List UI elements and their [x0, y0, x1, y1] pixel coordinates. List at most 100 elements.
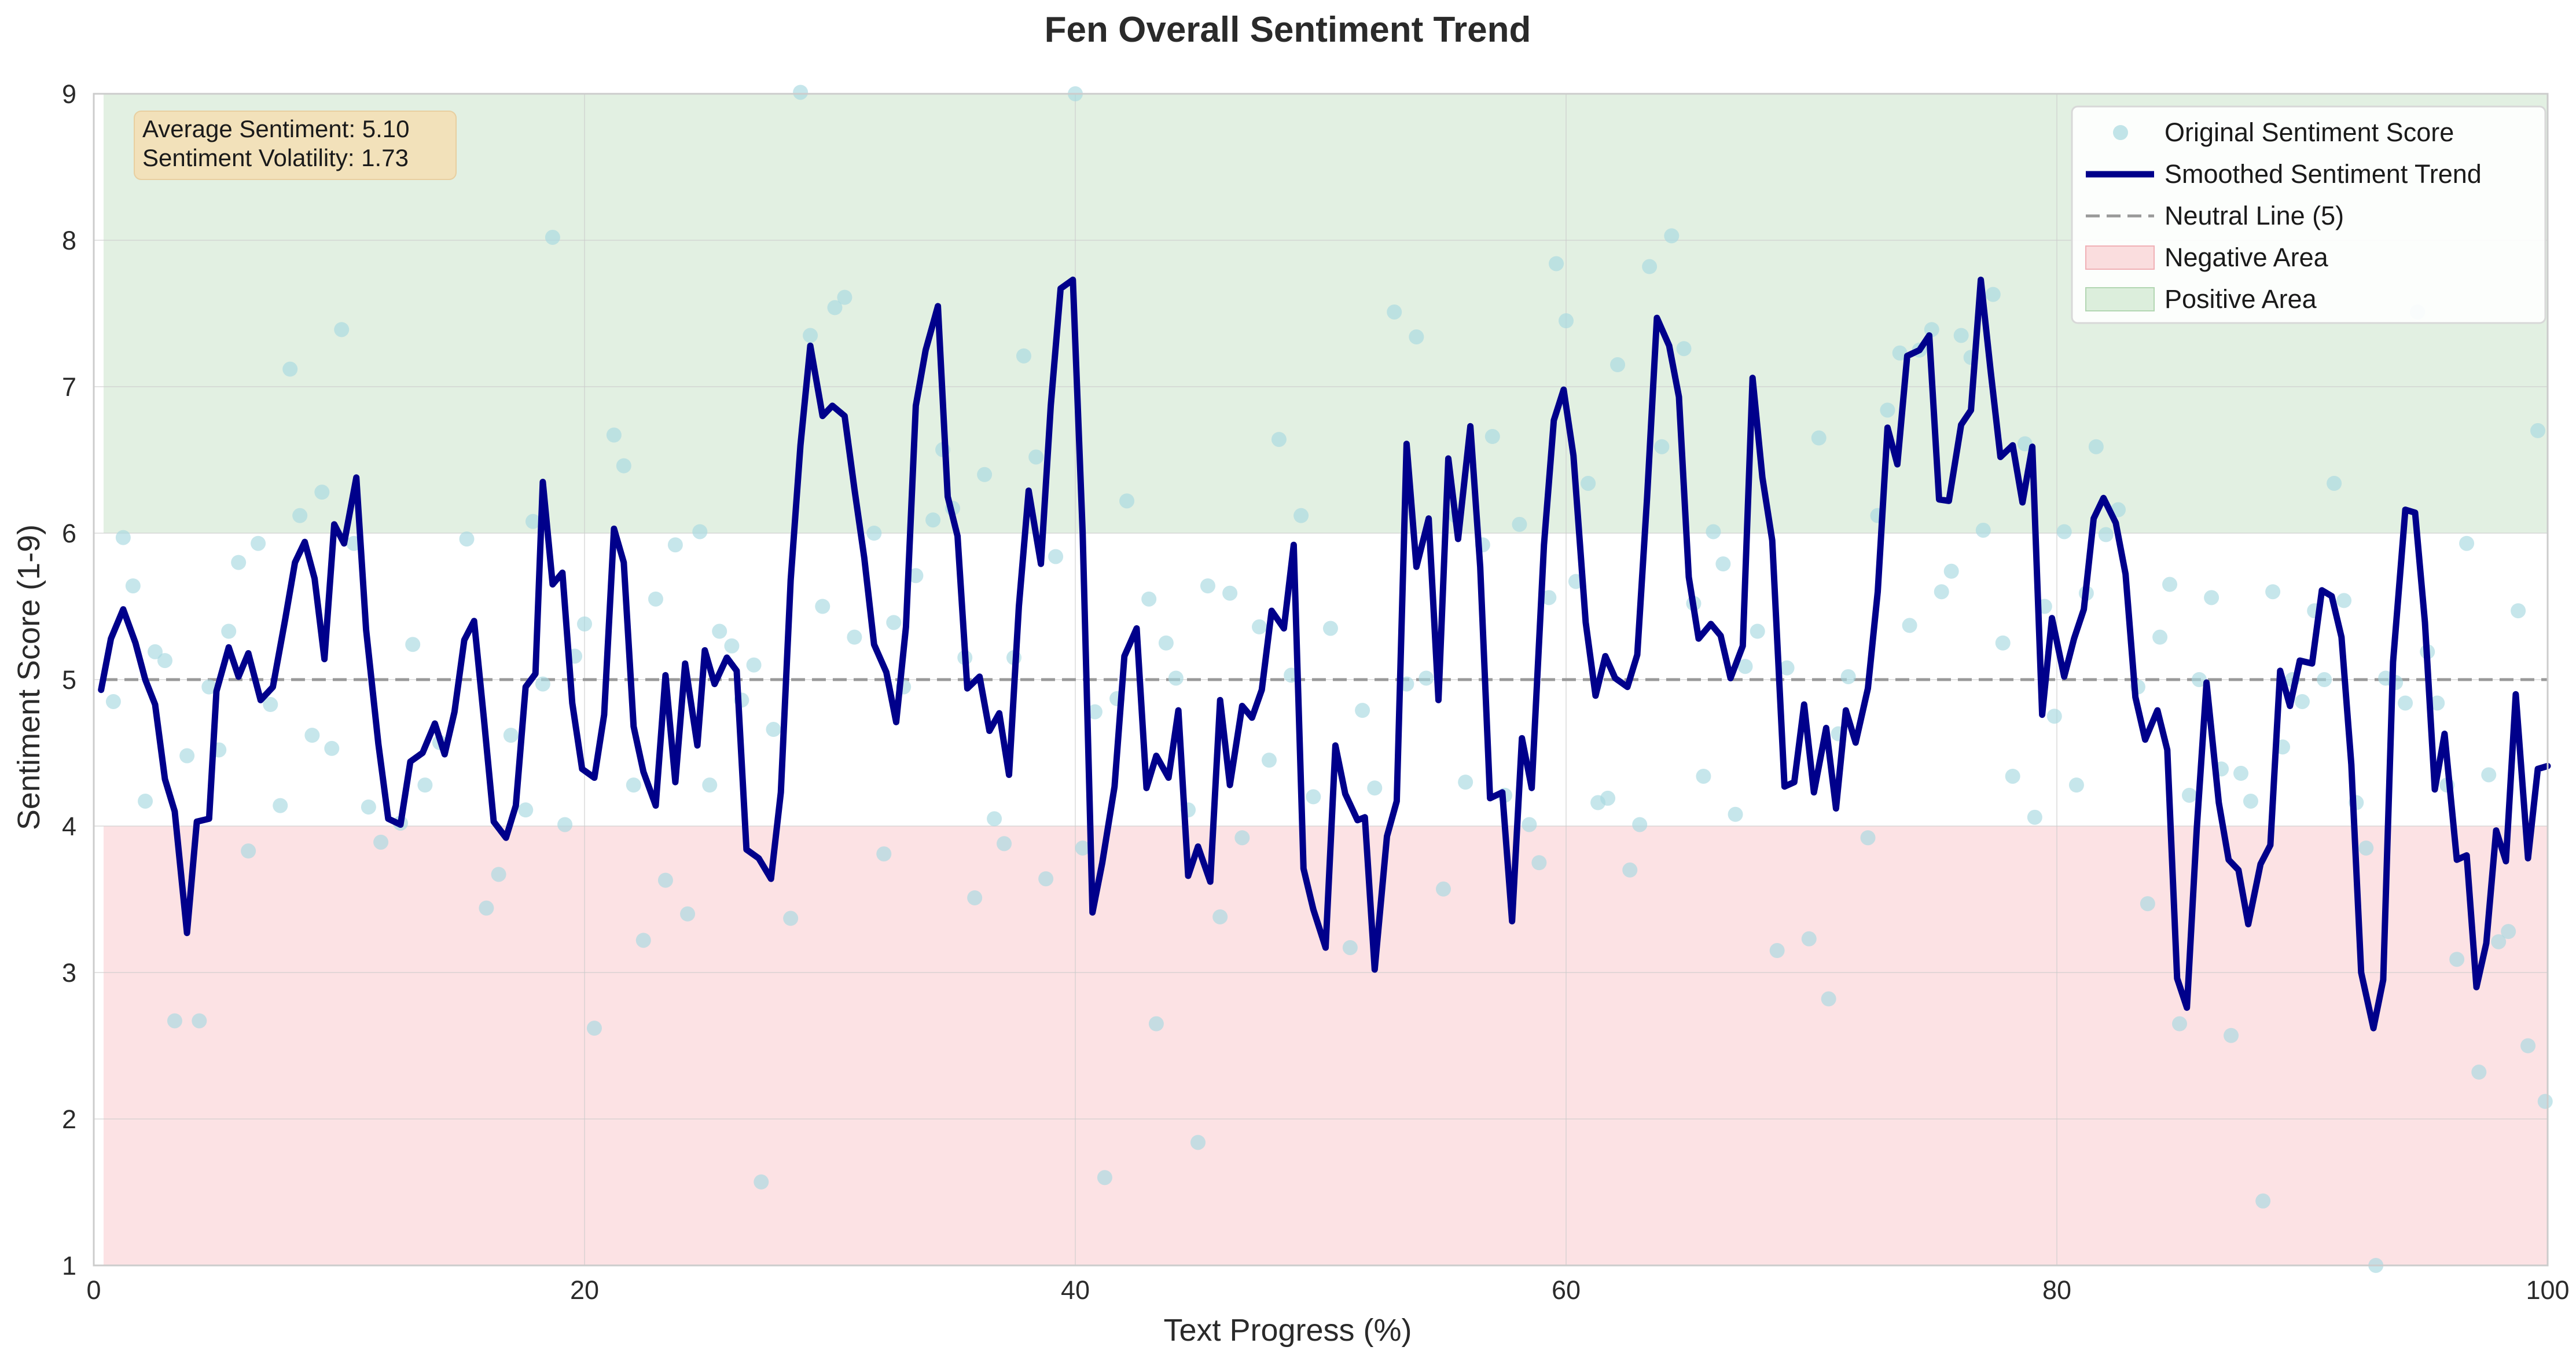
scatter-point [2501, 924, 2516, 940]
y-tick-label: 5 [62, 665, 76, 695]
scatter-point [1779, 660, 1795, 676]
stats-box-background [134, 111, 457, 180]
scatter-point [545, 229, 560, 245]
scatter-point [157, 653, 172, 669]
scatter-point [251, 535, 266, 551]
scatter-point [304, 728, 320, 743]
smoothed-trend-line [98, 276, 2551, 1032]
y-tick-label: 1 [62, 1251, 76, 1280]
stats-average: Average Sentiment: 5.10 [142, 115, 410, 142]
scatter-point [586, 1021, 602, 1036]
scatter-point [680, 906, 696, 922]
scatter-point [1801, 931, 1817, 946]
legend-frame [2071, 105, 2546, 324]
scatter-point [1522, 817, 1537, 832]
scatter-point [1322, 621, 1338, 636]
scatter-point [1028, 449, 1044, 465]
scatter-point [1261, 753, 1277, 768]
scatter-point [1409, 329, 1424, 344]
scatter-point [192, 1013, 207, 1029]
scatter-point [1190, 1135, 1206, 1150]
scatter-point [479, 900, 494, 916]
scatter-point [115, 530, 131, 545]
scatter-point [866, 526, 882, 541]
x-tick-label: 40 [1061, 1275, 1090, 1305]
scatter-point [2005, 768, 2020, 784]
scatter-point [292, 508, 308, 523]
scatter-point [702, 777, 718, 793]
scatter-point [1664, 228, 1680, 244]
scatter-point [1706, 524, 1721, 540]
scatter-point [987, 811, 1002, 827]
scatter-point [273, 798, 288, 813]
scatter-point [1622, 862, 1638, 878]
legend-marker-original [2113, 125, 2128, 140]
scatter-point [876, 846, 892, 862]
scatter-point [334, 322, 350, 337]
scatter-point [2295, 693, 2310, 709]
scatter-point [2152, 629, 2168, 645]
scatter-point [1119, 493, 1135, 509]
scatter-point [241, 843, 256, 859]
scatter-point [2317, 672, 2332, 687]
scatter-point [2162, 577, 2178, 592]
scatter-point [491, 867, 506, 882]
scatter-point [908, 568, 924, 584]
scatter-point [2140, 896, 2155, 912]
scatter-point [1902, 618, 1917, 633]
scatter-point [1306, 789, 1321, 805]
scatter-point [1097, 1170, 1112, 1186]
scatter-point [626, 777, 641, 793]
y-tick-label: 7 [62, 372, 76, 402]
scatter-point [2265, 584, 2281, 600]
scatter-point [1840, 669, 1856, 684]
axes [93, 93, 2549, 1267]
scatter-point [606, 427, 622, 443]
scatter-point [1458, 775, 1473, 790]
scatter-point [1632, 817, 1648, 832]
scatter-point [1141, 591, 1157, 607]
x-tick-label: 100 [2526, 1275, 2569, 1305]
scatter-point [557, 817, 573, 832]
scatter-point [1860, 830, 1876, 846]
scatter-point [667, 537, 683, 553]
scatter-point [847, 629, 862, 645]
stats-volatility: Sentiment Volatility: 1.73 [142, 144, 409, 171]
scatter-point [1271, 432, 1287, 447]
scatter-point [886, 615, 902, 630]
scatter-point [2358, 840, 2374, 856]
scatter-point [692, 524, 708, 540]
scatter-point [1158, 635, 1174, 651]
scatter-point [1737, 659, 1753, 674]
scatter-point [1811, 430, 1827, 446]
x-tick-label: 0 [86, 1275, 101, 1305]
scatter-point [1016, 348, 1031, 364]
scatter-point [1600, 790, 1616, 806]
scatter-point [2459, 535, 2475, 551]
scatter-point [2481, 767, 2497, 783]
y-tick-label: 2 [62, 1105, 76, 1134]
scatter-point [2511, 603, 2526, 619]
scatter-point [1252, 619, 1267, 634]
scatter-point [1581, 475, 1596, 491]
scatter-point [1293, 508, 1309, 523]
scatter-point [766, 722, 781, 737]
scatter-point [1642, 259, 1658, 274]
scatter-point [1531, 855, 1547, 871]
scatter-point [1610, 357, 1626, 373]
scatter-point [2537, 1094, 2553, 1109]
scatter-point [1048, 549, 1064, 564]
scatter-point [783, 911, 799, 926]
legend-marker-negative [2085, 245, 2155, 270]
tick-labels: 0 20 40 60 80 100 1 2 3 4 5 6 7 8 9 [62, 79, 2570, 1305]
scatter-point [2233, 765, 2248, 781]
scatter-point [179, 748, 195, 764]
smoothed-series [98, 276, 2551, 1032]
scatter-point [314, 485, 330, 500]
scatter-point [1654, 439, 1670, 454]
scatter-point [2027, 809, 2042, 825]
scatter-point [1038, 871, 1054, 887]
scatter-point [1419, 670, 1434, 686]
scatter-point [324, 740, 340, 756]
